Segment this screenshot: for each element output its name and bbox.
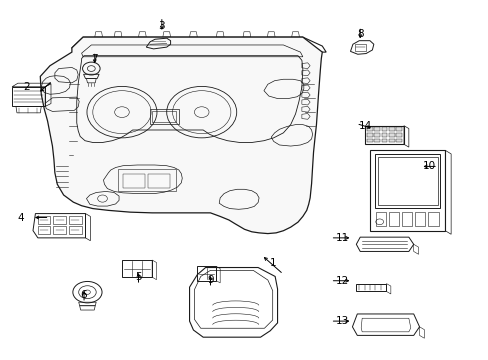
Bar [118, 169, 176, 191]
Text: 6: 6 [81, 290, 87, 300]
Text: 14: 14 [358, 121, 371, 131]
Text: 11: 11 [335, 233, 348, 243]
Text: 4: 4 [18, 212, 24, 222]
Bar [373, 139, 379, 143]
Bar [395, 133, 401, 137]
Bar [149, 109, 179, 123]
Polygon shape [40, 37, 322, 234]
Bar [388, 127, 394, 131]
Bar [152, 111, 176, 122]
Bar [122, 174, 144, 188]
Bar [355, 44, 366, 51]
Bar [395, 139, 401, 143]
Text: 3: 3 [158, 21, 165, 31]
Bar [374, 154, 440, 207]
Bar [366, 133, 372, 137]
Text: 2: 2 [23, 82, 30, 92]
Bar [381, 139, 386, 143]
Text: 8: 8 [356, 29, 363, 39]
Bar [388, 212, 398, 226]
Bar [375, 212, 385, 226]
Bar [366, 139, 372, 143]
Bar [414, 212, 425, 226]
Bar [388, 139, 394, 143]
Text: 10: 10 [422, 161, 435, 171]
Bar [366, 127, 372, 131]
Bar [377, 157, 437, 205]
Bar [395, 127, 401, 131]
Text: 13: 13 [335, 316, 348, 326]
Bar [388, 133, 394, 137]
Text: 12: 12 [335, 276, 348, 286]
Bar [373, 133, 379, 137]
Bar [401, 212, 411, 226]
Text: 9: 9 [207, 275, 213, 285]
Bar [381, 133, 386, 137]
Bar [373, 127, 379, 131]
Text: 7: 7 [91, 54, 98, 64]
Text: 1: 1 [269, 258, 275, 268]
Bar [381, 127, 386, 131]
Bar [427, 212, 438, 226]
Bar [148, 174, 170, 188]
Text: 5: 5 [135, 272, 142, 282]
